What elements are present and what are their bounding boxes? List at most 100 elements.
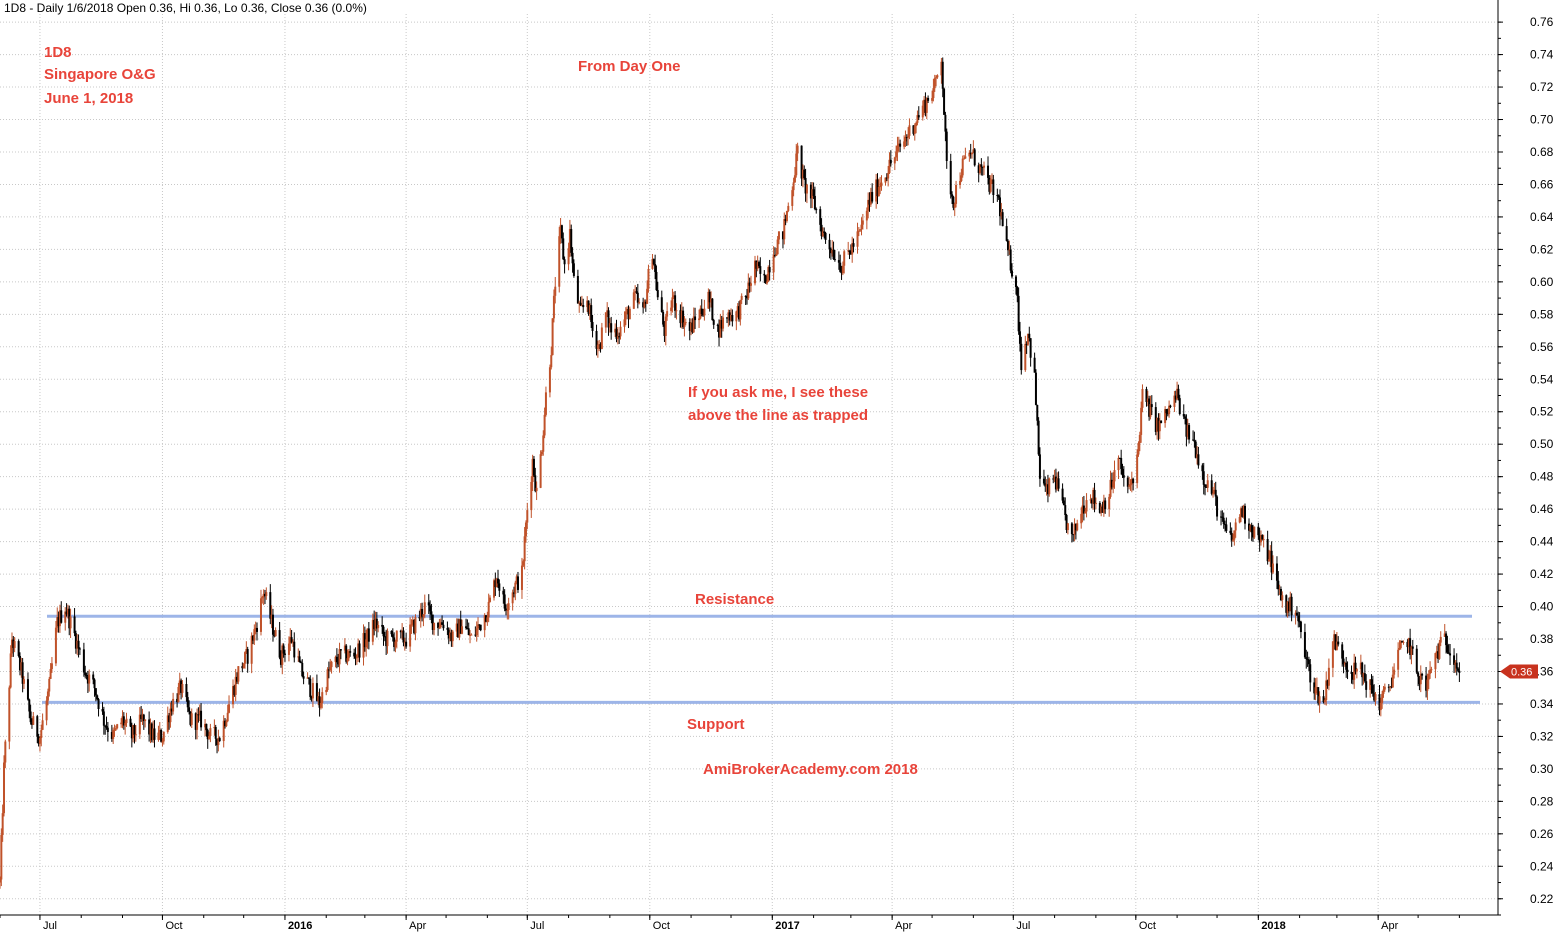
- candle-body: [876, 179, 879, 197]
- candle-body: [931, 98, 934, 101]
- candle-body: [263, 593, 266, 597]
- candle-body: [168, 715, 171, 723]
- candle-body: [196, 714, 199, 730]
- candle-body: [935, 77, 938, 79]
- candle-body: [401, 630, 404, 633]
- candle-body: [628, 308, 631, 320]
- candle-body: [1430, 669, 1433, 671]
- candle-body: [1250, 525, 1253, 533]
- candle-body: [1279, 588, 1282, 601]
- candle-body: [992, 179, 995, 195]
- candle-body: [1113, 470, 1116, 482]
- x-tick-label: Oct: [653, 920, 670, 932]
- candle-body: [299, 662, 302, 664]
- candle-body: [1313, 682, 1316, 694]
- candle-body: [170, 708, 173, 712]
- candle-body: [148, 719, 151, 735]
- candle-body: [897, 143, 900, 146]
- candle-body: [4, 741, 7, 763]
- candle-body: [1418, 676, 1421, 685]
- candle-body: [497, 578, 500, 584]
- candle-body: [1042, 478, 1045, 484]
- candle-body: [670, 307, 673, 312]
- candle-body: [251, 635, 254, 641]
- candle-body: [586, 300, 589, 308]
- candle-body: [1093, 489, 1096, 505]
- candle-body: [840, 271, 843, 274]
- candle-body: [1132, 478, 1135, 484]
- candle-body: [540, 451, 543, 455]
- candle-body: [1072, 534, 1075, 536]
- candle-body: [792, 182, 795, 191]
- candle-body: [907, 135, 910, 138]
- y-tick-label: 0.56: [1530, 340, 1554, 354]
- last-price-badge: 0.36: [1500, 664, 1538, 679]
- candle-body: [122, 716, 125, 726]
- candle-body: [113, 729, 116, 731]
- candle-body: [161, 741, 164, 743]
- candle-body: [94, 688, 97, 696]
- candle-body: [101, 709, 104, 712]
- candle-body: [1109, 479, 1112, 497]
- candle-body: [1210, 480, 1213, 494]
- candle-body: [371, 619, 374, 642]
- candle-body: [0, 879, 1, 883]
- candle-body: [1335, 641, 1338, 650]
- candle-body: [861, 220, 864, 225]
- candle-body: [38, 738, 41, 744]
- candle-body: [253, 629, 256, 641]
- candle-body: [1001, 212, 1004, 227]
- candle-body: [451, 631, 454, 642]
- candle-body: [730, 314, 733, 321]
- candle-body: [1112, 481, 1115, 488]
- candle-body: [176, 698, 179, 703]
- candle-body: [815, 209, 818, 211]
- candle-body: [1398, 647, 1401, 650]
- candle-body: [281, 645, 284, 665]
- candle-body: [132, 725, 135, 739]
- candle-body: [652, 259, 655, 265]
- candle-body: [1009, 249, 1012, 271]
- candle-body: [104, 725, 107, 727]
- candle-body: [1000, 212, 1003, 217]
- candle-body: [1453, 655, 1456, 665]
- candle-body: [662, 311, 665, 325]
- candle-body: [718, 325, 721, 338]
- candle-body: [28, 699, 31, 712]
- candle-body: [479, 624, 482, 631]
- candle-body: [943, 88, 946, 115]
- candle-body: [58, 610, 61, 627]
- candle-body: [84, 672, 87, 675]
- candle-body: [362, 633, 365, 658]
- candle-body: [1034, 372, 1037, 405]
- candle-body: [868, 199, 871, 205]
- candle-body: [302, 676, 305, 679]
- candle-body: [487, 601, 490, 618]
- candle-body: [185, 684, 188, 698]
- candle-body: [1271, 563, 1274, 573]
- candle-body: [1434, 653, 1437, 670]
- candle-body: [357, 643, 360, 655]
- candle-body: [1173, 395, 1176, 407]
- candle-body: [1046, 484, 1049, 495]
- candle-body: [1343, 662, 1346, 665]
- candle-body: [663, 324, 666, 336]
- candle-body: [1257, 526, 1260, 536]
- candle-body: [461, 626, 464, 634]
- candle-body: [1350, 672, 1353, 674]
- candle-body: [552, 295, 555, 319]
- candle-body: [1417, 672, 1420, 677]
- candle-body: [744, 295, 747, 297]
- candle-body: [1057, 478, 1060, 489]
- candle-body: [791, 190, 794, 206]
- candle-body: [554, 286, 557, 296]
- candle-body: [1331, 641, 1334, 668]
- candle-body: [301, 662, 304, 677]
- y-tick-label: 0.52: [1530, 405, 1554, 419]
- candle-body: [467, 628, 470, 636]
- support-label: Support: [687, 716, 745, 733]
- candle-body: [1240, 508, 1243, 518]
- candle-body: [153, 728, 156, 740]
- candle-body: [133, 725, 136, 735]
- y-tick-label: 0.34: [1530, 697, 1554, 711]
